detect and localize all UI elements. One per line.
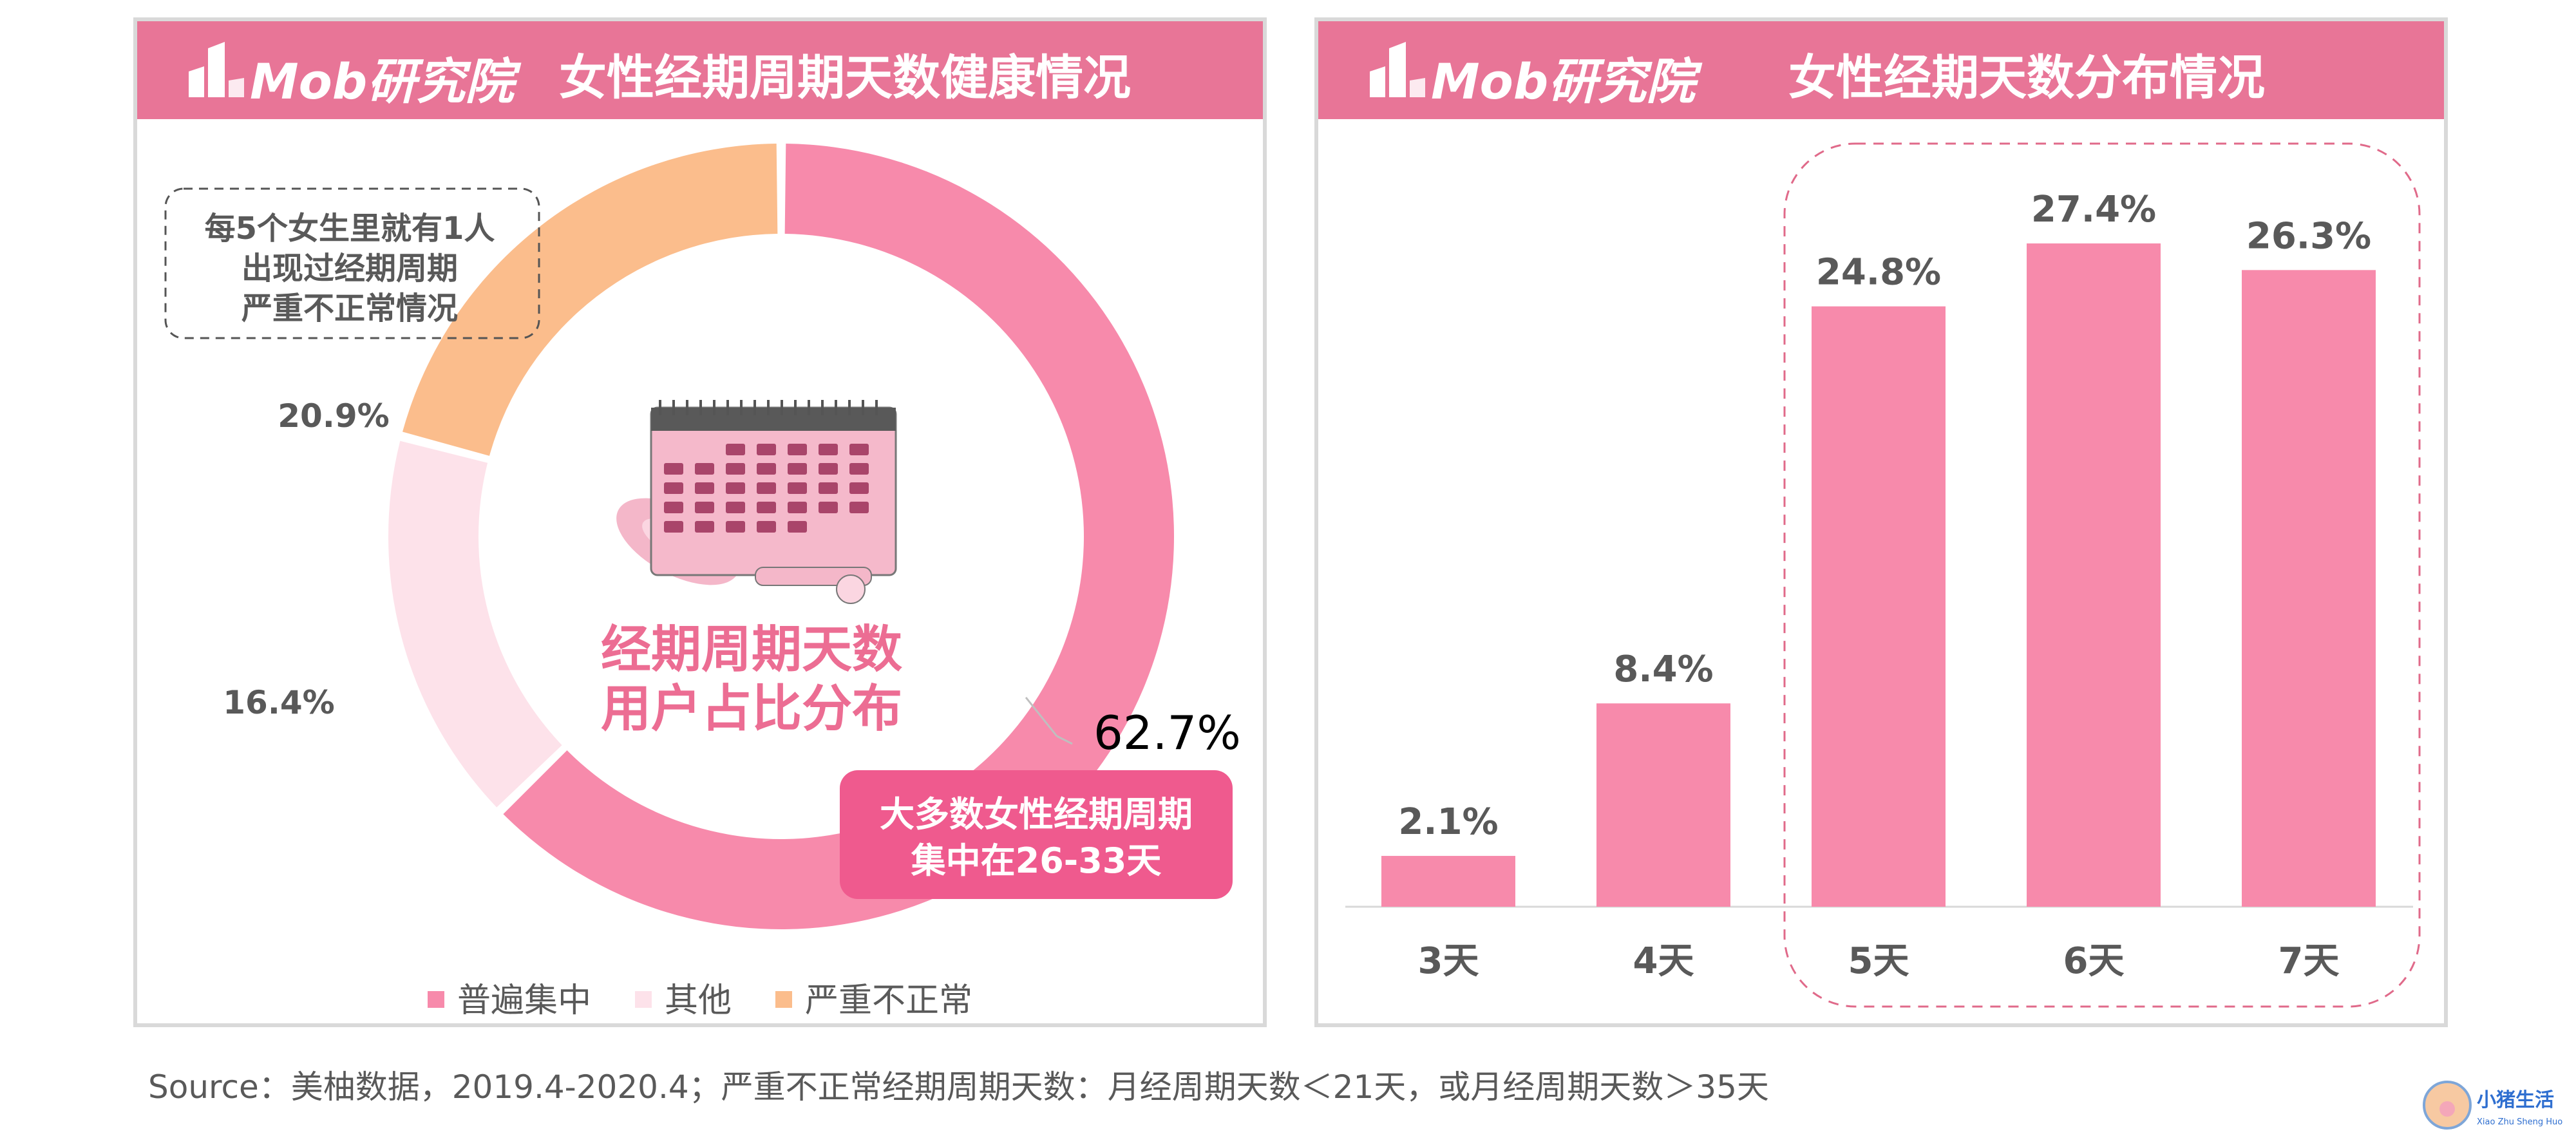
- bar-value-label: 8.4%: [1613, 648, 1713, 690]
- legend-label: 普遍集中: [457, 981, 591, 1020]
- highlight-line-1: 大多数女性经期周期: [880, 794, 1193, 835]
- bar-1: [1381, 856, 1515, 907]
- legend-item: 其他: [634, 973, 732, 1021]
- calendar-illustration-icon: [616, 400, 897, 604]
- donut-chart: 每5个女生里就有1人 出现过经期周期 严重不正常情况 经期周期天数 用户占比分布…: [164, 144, 1241, 929]
- legend-item: 严重不正常: [775, 973, 972, 1021]
- bar-chart: 2.1% 3天 8.4% 4天 24.8% 5天 27.4% 6天 26.3% 7天: [1345, 142, 2421, 1008]
- center-label-line-2: 用户占比分布: [601, 680, 902, 738]
- panel-title: 女性经期天数分布情况: [1788, 50, 2265, 106]
- donut-value-label-1: 62.7%: [1094, 706, 1241, 760]
- legend-swatch: [775, 991, 792, 1008]
- mob-logo: Mob研究院: [1363, 33, 1695, 110]
- xiaozhu-badge: 小猪生活 Xiao Zhu Sheng Huo: [2421, 1077, 2570, 1133]
- donut-slice-1: [503, 144, 1175, 929]
- donut-slice-2: [388, 440, 562, 808]
- donut-slice-3: [402, 144, 778, 456]
- donut-legend: 普遍集中 其他 严重不正常: [137, 973, 1263, 1021]
- badge-title: 小猪生活: [2477, 1089, 2554, 1112]
- center-label-line-1: 经期周期天数: [601, 621, 902, 679]
- leader-line: [1025, 697, 1058, 737]
- callout-line-3: 严重不正常情况: [242, 290, 458, 327]
- callout-box: [164, 187, 540, 339]
- x-tick-label: 6天: [2063, 940, 2125, 982]
- bar-value-label: 27.4%: [2031, 189, 2156, 231]
- x-tick-label: 5天: [1848, 940, 1909, 982]
- logo-text: Mob研究院: [250, 53, 515, 110]
- bar-2: [1596, 703, 1730, 907]
- x-tick-label: 3天: [1418, 940, 1479, 982]
- highlight-line-2: 集中在26-33天: [911, 840, 1162, 881]
- bar-value-label: 2.1%: [1398, 801, 1498, 843]
- bar-5: [2242, 270, 2376, 907]
- legend-label: 严重不正常: [805, 981, 973, 1020]
- callout-line-2: 出现过经期周期: [242, 251, 458, 287]
- donut-value-label-3: 20.9%: [278, 397, 389, 435]
- callout-line-1: 每5个女生里就有1人: [205, 211, 495, 247]
- source-note: Source：美柚数据，2019.4-2020.4；严重不正常经期周期天数：月经…: [148, 1068, 1769, 1106]
- leader-line: [1056, 735, 1073, 745]
- legend-item: 普遍集中: [427, 973, 591, 1021]
- donut-value-label-2: 16.4%: [223, 684, 334, 721]
- panel-title: 女性经期周期天数健康情况: [559, 50, 1131, 106]
- legend-swatch: [427, 991, 444, 1008]
- logo-building-icon: [189, 42, 244, 97]
- highlight-dashed-frame: [1783, 142, 2421, 1008]
- x-tick-label: 4天: [1633, 940, 1694, 982]
- badge-subtitle: Xiao Zhu Sheng Huo: [2477, 1117, 2562, 1127]
- bar-value-label: 24.8%: [1816, 252, 1941, 294]
- bar-value-label: 26.3%: [2246, 215, 2371, 257]
- donut-chart-panel: Mob研究院 女性经期周期天数健康情况 每5个女生里就有1人 出现过经期周期 严…: [133, 17, 1267, 1027]
- logo-text: Mob研究院: [1431, 53, 1696, 110]
- legend-label: 其他: [664, 981, 732, 1020]
- bar-chart-panel: Mob研究院 女性经期天数分布情况 2.1% 3天 8.4% 4天 24.8% 5天 27.…: [1314, 17, 2448, 1027]
- panel-header: Mob研究院 女性经期周期天数健康情况: [137, 21, 1263, 119]
- bar-3: [1812, 306, 1946, 907]
- legend-swatch: [634, 991, 652, 1008]
- panel-header: Mob研究院 女性经期天数分布情况: [1318, 21, 2444, 119]
- mob-logo: Mob研究院: [182, 33, 514, 110]
- logo-building-icon: [1370, 42, 1425, 97]
- x-tick-label: 7天: [2278, 940, 2340, 982]
- bar-4: [2027, 243, 2161, 907]
- highlight-box: [840, 770, 1233, 899]
